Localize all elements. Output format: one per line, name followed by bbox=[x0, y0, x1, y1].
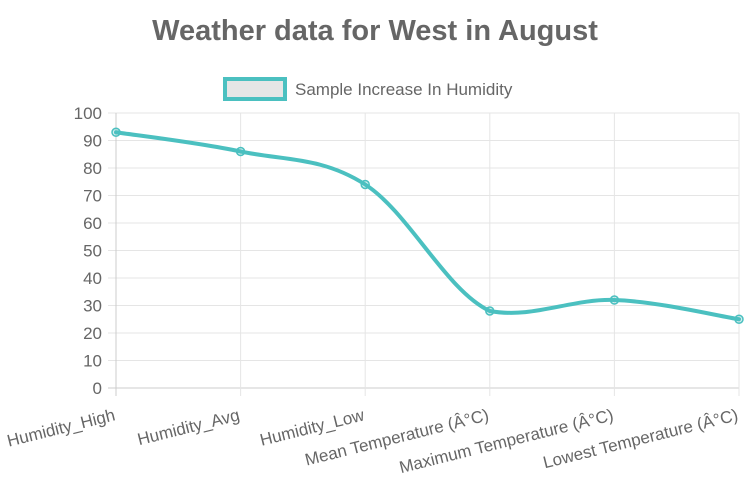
y-tick-label: 90 bbox=[83, 132, 102, 151]
grid bbox=[108, 112, 740, 396]
y-tick-label: 40 bbox=[83, 269, 102, 288]
x-axis-ticks: Humidity_High Humidity_Avg Humidity_LowMea… bbox=[5, 405, 740, 477]
series-layer bbox=[111, 127, 744, 324]
data-point[interactable] bbox=[734, 314, 744, 324]
legend[interactable]: Sample Increase In Humidity bbox=[223, 77, 513, 101]
data-point[interactable] bbox=[609, 295, 620, 305]
y-tick-label: 0 bbox=[93, 379, 102, 398]
data-point[interactable] bbox=[235, 146, 246, 157]
y-tick-label: 100 bbox=[74, 104, 102, 123]
y-tick-label: 20 bbox=[83, 324, 102, 343]
legend-swatch bbox=[223, 77, 287, 101]
y-tick-label: 70 bbox=[83, 187, 102, 206]
x-tick-label: Humidity_High bbox=[5, 405, 117, 450]
y-axis-ticks: 0 10 20 30 40 50 60 70 80 90 100 bbox=[74, 104, 102, 398]
y-tick-label: 30 bbox=[83, 297, 102, 316]
y-tick-label: 60 bbox=[83, 214, 102, 233]
y-tick-label: 10 bbox=[83, 352, 102, 371]
data-point[interactable] bbox=[485, 306, 495, 316]
legend-label: Sample Increase In Humidity bbox=[295, 80, 513, 99]
x-tick-label: Maximum Temperature (Â°C) bbox=[397, 405, 615, 477]
y-tick-label: 50 bbox=[83, 242, 102, 261]
y-tick-label: 80 bbox=[83, 159, 102, 178]
chart-title: Weather data for West in August bbox=[152, 15, 598, 47]
data-point[interactable] bbox=[111, 127, 121, 137]
x-tick-label: Humidity_Avg bbox=[135, 405, 241, 449]
data-point[interactable] bbox=[360, 179, 370, 190]
series-line bbox=[114, 130, 741, 322]
